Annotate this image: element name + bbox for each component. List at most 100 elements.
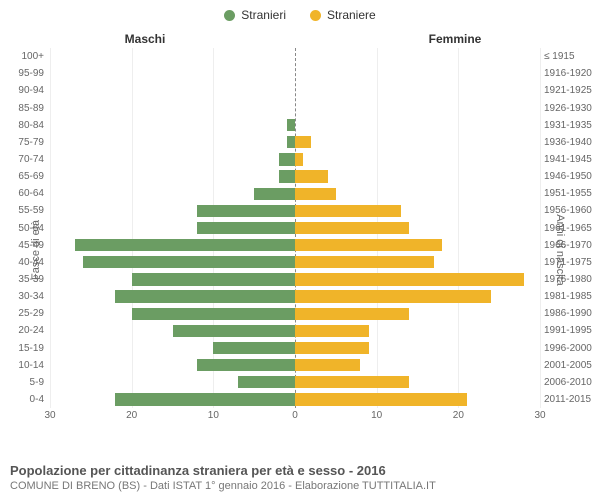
x-tick: 20 (126, 410, 137, 421)
legend: Stranieri Straniere (0, 0, 600, 26)
age-label: 90-94 (2, 85, 44, 96)
x-tick: 30 (534, 410, 545, 421)
male-half (50, 117, 295, 134)
x-tick: 10 (208, 410, 219, 421)
male-half (50, 202, 295, 219)
chart-title: Popolazione per cittadinanza straniera p… (10, 463, 590, 478)
birth-year-label: 1931-1935 (544, 120, 598, 131)
birth-year-label: 1946-1950 (544, 171, 598, 182)
male-half (50, 254, 295, 271)
male-bar (197, 205, 295, 217)
female-bar (295, 136, 311, 148)
legend-label-male: Stranieri (241, 8, 286, 22)
pyramid-row: 20-241991-1995 (50, 322, 540, 339)
female-bar (295, 359, 360, 371)
pyramid-row: 90-941921-1925 (50, 82, 540, 99)
male-bar (279, 153, 295, 165)
age-label: 65-69 (2, 171, 44, 182)
male-half (50, 339, 295, 356)
birth-year-label: 1961-1965 (544, 223, 598, 234)
female-half (295, 185, 540, 202)
birth-year-label: ≤ 1915 (544, 51, 598, 62)
x-tick: 10 (371, 410, 382, 421)
female-half (295, 305, 540, 322)
age-label: 0-4 (2, 394, 44, 405)
age-label: 60-64 (2, 188, 44, 199)
female-bar (295, 325, 369, 337)
plot: 0-42011-20155-92006-201010-142001-200515… (50, 48, 540, 408)
birth-year-label: 2011-2015 (544, 394, 598, 405)
pyramid-row: 45-491966-1970 (50, 237, 540, 254)
birth-year-label: 1996-2000 (544, 343, 598, 354)
birth-year-label: 1976-1980 (544, 274, 598, 285)
male-half (50, 48, 295, 65)
birth-year-label: 1936-1940 (544, 137, 598, 148)
male-half (50, 288, 295, 305)
pyramid-row: 60-641951-1955 (50, 185, 540, 202)
birth-year-label: 1926-1930 (544, 103, 598, 114)
pyramid-row: 5-92006-2010 (50, 374, 540, 391)
x-tick: 20 (453, 410, 464, 421)
female-bar (295, 239, 442, 251)
female-half (295, 322, 540, 339)
age-label: 5-9 (2, 377, 44, 388)
chart-area: 0-42011-20155-92006-201010-142001-200515… (50, 48, 540, 428)
female-half (295, 134, 540, 151)
chart-subtitle: COMUNE DI BRENO (BS) - Dati ISTAT 1° gen… (10, 480, 590, 492)
age-label: 80-84 (2, 120, 44, 131)
birth-year-label: 1921-1925 (544, 85, 598, 96)
birth-year-label: 1981-1985 (544, 291, 598, 302)
header-left: Maschi (0, 32, 300, 46)
birth-year-label: 1991-1995 (544, 325, 598, 336)
age-label: 70-74 (2, 154, 44, 165)
female-half (295, 117, 540, 134)
female-bar (295, 290, 491, 302)
male-half (50, 322, 295, 339)
age-label: 15-19 (2, 343, 44, 354)
female-bar (295, 222, 409, 234)
age-label: 50-54 (2, 223, 44, 234)
male-bar (197, 359, 295, 371)
female-bar (295, 256, 434, 268)
female-half (295, 391, 540, 408)
female-bar (295, 273, 524, 285)
legend-label-female: Straniere (327, 8, 376, 22)
birth-year-label: 1971-1975 (544, 257, 598, 268)
age-label: 75-79 (2, 137, 44, 148)
male-bar (115, 393, 295, 405)
pyramid-row: 70-741941-1945 (50, 151, 540, 168)
female-half (295, 151, 540, 168)
x-axis: 3020100102030 (50, 408, 540, 428)
female-bar (295, 170, 328, 182)
male-half (50, 271, 295, 288)
female-bar (295, 308, 409, 320)
female-bar (295, 376, 409, 388)
female-bar (295, 342, 369, 354)
pyramid-row: 35-391976-1980 (50, 271, 540, 288)
male-bar (115, 290, 295, 302)
legend-item-female: Straniere (310, 8, 376, 22)
male-half (50, 134, 295, 151)
female-half (295, 82, 540, 99)
female-bar (295, 205, 401, 217)
male-bar (287, 119, 295, 131)
male-half (50, 237, 295, 254)
swatch-female (310, 10, 321, 21)
male-bar (75, 239, 296, 251)
male-half (50, 65, 295, 82)
age-label: 85-89 (2, 103, 44, 114)
birth-year-label: 1956-1960 (544, 205, 598, 216)
female-bar (295, 153, 303, 165)
male-bar (287, 136, 295, 148)
pyramid-row: 50-541961-1965 (50, 219, 540, 236)
male-bar (238, 376, 295, 388)
age-label: 30-34 (2, 291, 44, 302)
x-tick: 0 (292, 410, 298, 421)
birth-year-label: 1966-1970 (544, 240, 598, 251)
age-label: 100+ (2, 51, 44, 62)
header-right: Femmine (300, 32, 600, 46)
pyramid-row: 25-291986-1990 (50, 305, 540, 322)
female-bar (295, 188, 336, 200)
pyramid-row: 85-891926-1930 (50, 99, 540, 116)
male-bar (173, 325, 296, 337)
